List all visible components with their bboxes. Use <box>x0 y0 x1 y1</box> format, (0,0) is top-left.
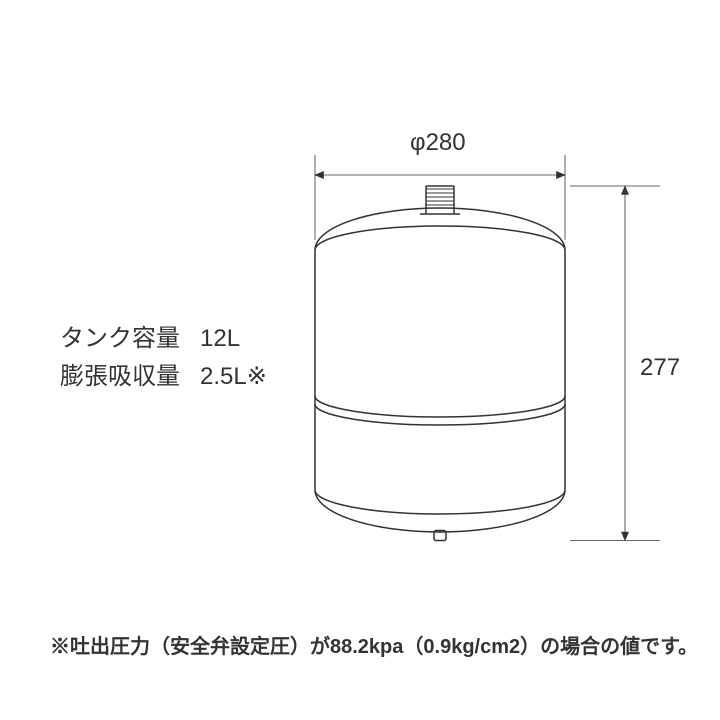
dimension-height-label: 277 <box>640 354 680 381</box>
spec-label: 膨張吸収量 <box>60 358 180 396</box>
spec-row: タンク容量 12L <box>60 320 267 358</box>
spec-value: 2.5L※ <box>200 358 267 396</box>
spec-value: 12L <box>200 320 240 358</box>
spec-row: 膨張吸収量 2.5L※ <box>60 358 267 396</box>
spec-label: タンク容量 <box>60 320 180 358</box>
footnote-text: ※吐出圧力（安全弁設定圧）が88.2kpa（0.9kg/cm2）の場合の値です。 <box>50 630 698 659</box>
dimension-diameter-label: φ280 <box>410 129 466 156</box>
spec-block: タンク容量 12L 膨張吸収量 2.5L※ <box>60 320 267 397</box>
